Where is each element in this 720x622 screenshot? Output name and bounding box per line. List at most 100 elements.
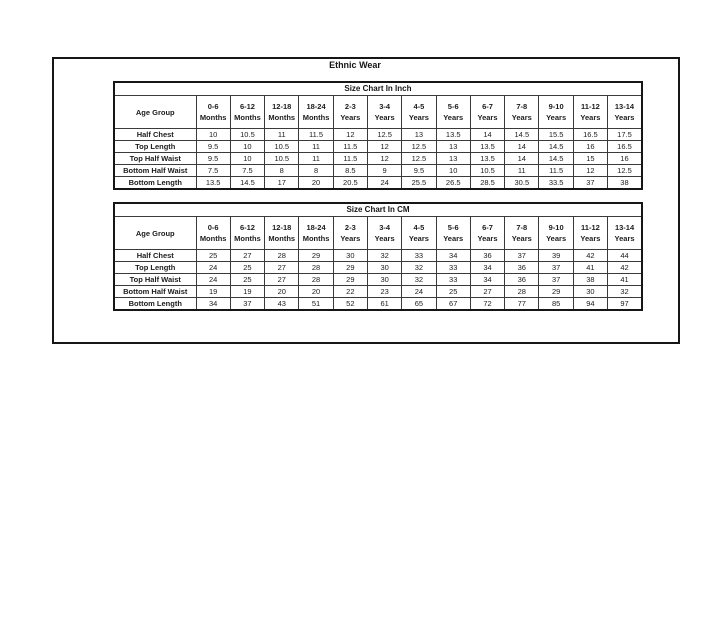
cell-value: 33 xyxy=(435,261,471,274)
row-label: Top Length xyxy=(113,140,197,153)
cell-value: 37 xyxy=(572,176,609,190)
cell-value: 14.5 xyxy=(538,152,574,165)
cell-value: 25.5 xyxy=(401,176,437,190)
cell-value: 41 xyxy=(607,273,643,286)
cell-value: 32 xyxy=(366,249,403,262)
cell-value: 30.5 xyxy=(504,176,540,190)
cell-value: 11.5 xyxy=(332,152,368,165)
cell-value: 13.5 xyxy=(195,176,231,190)
cell-value: 15.5 xyxy=(538,128,574,141)
column-header: 12-18 Months xyxy=(264,95,300,129)
cell-value: 32 xyxy=(607,285,643,298)
cell-value: 34 xyxy=(195,297,231,311)
cell-value: 9 xyxy=(366,164,403,177)
cell-value: 24 xyxy=(366,176,403,190)
cell-value: 27 xyxy=(264,273,300,286)
cell-value: 72 xyxy=(469,297,506,311)
column-header: 6-7 Years xyxy=(469,95,506,129)
cell-value: 44 xyxy=(607,249,643,262)
cell-value: 94 xyxy=(572,297,609,311)
row-label: Bottom Length xyxy=(113,297,197,311)
cell-value: 24 xyxy=(195,261,231,274)
cell-value: 9.5 xyxy=(401,164,437,177)
cell-value: 28 xyxy=(298,273,334,286)
column-header: 4-5 Years xyxy=(401,95,437,129)
cell-value: 34 xyxy=(435,249,471,262)
cell-value: 27 xyxy=(264,261,300,274)
cell-value: 30 xyxy=(572,285,609,298)
cell-value: 13.5 xyxy=(469,152,506,165)
cell-value: 12.5 xyxy=(401,152,437,165)
cell-value: 12 xyxy=(332,128,368,141)
cell-value: 15 xyxy=(572,152,609,165)
cell-value: 9.5 xyxy=(195,140,231,153)
row-label: Bottom Half Waist xyxy=(113,164,197,177)
cell-value: 34 xyxy=(469,261,506,274)
cell-value: 14 xyxy=(469,128,506,141)
cell-value: 20 xyxy=(264,285,300,298)
cell-value: 11.5 xyxy=(332,140,368,153)
cell-value: 8.5 xyxy=(332,164,368,177)
cell-value: 29 xyxy=(538,285,574,298)
cell-value: 8 xyxy=(298,164,334,177)
cell-value: 13.5 xyxy=(469,140,506,153)
cell-value: 29 xyxy=(298,249,334,262)
table-title: Size Chart In CM xyxy=(113,202,643,217)
cell-value: 28 xyxy=(298,261,334,274)
column-header: 4-5 Years xyxy=(401,216,437,250)
column-header: 11-12 Years xyxy=(572,216,609,250)
cell-value: 29 xyxy=(332,273,368,286)
cell-value: 13 xyxy=(435,152,471,165)
cell-value: 36 xyxy=(504,273,540,286)
cell-value: 8 xyxy=(264,164,300,177)
cell-value: 9.5 xyxy=(195,152,231,165)
cell-value: 43 xyxy=(264,297,300,311)
cell-value: 24 xyxy=(401,285,437,298)
cell-value: 20.5 xyxy=(332,176,368,190)
cell-value: 10 xyxy=(195,128,231,141)
cell-value: 97 xyxy=(607,297,643,311)
row-label: Half Chest xyxy=(113,128,197,141)
cell-value: 25 xyxy=(195,249,231,262)
column-header: 3-4 Years xyxy=(366,95,403,129)
cell-value: 85 xyxy=(538,297,574,311)
cell-value: 16.5 xyxy=(607,140,643,153)
cell-value: 7.5 xyxy=(229,164,266,177)
cell-value: 30 xyxy=(366,261,403,274)
cell-value: 16 xyxy=(572,140,609,153)
column-header: 5-6 Years xyxy=(435,216,471,250)
cell-value: 28 xyxy=(264,249,300,262)
cell-value: 28 xyxy=(504,285,540,298)
table-row: Top Length 9.5 10 10.5 11 11.5 12 12.5 13 13.5 14 1… xyxy=(113,140,643,153)
cell-value: 29 xyxy=(332,261,368,274)
table-row: Top Half Waist 24 25 27 28 29 30 32 33 34 36 37 38 41 xyxy=(113,273,643,286)
size-chart-inch-table: Size Chart In Inch Age Group 0-6 Months 6-12… xyxy=(113,81,643,190)
cell-value: 51 xyxy=(298,297,334,311)
column-header: 13-14 Years xyxy=(607,95,643,129)
cell-value: 10 xyxy=(229,140,266,153)
cell-value: 22 xyxy=(332,285,368,298)
cell-value: 14.5 xyxy=(229,176,266,190)
cell-value: 10.5 xyxy=(264,140,300,153)
cell-value: 25 xyxy=(229,261,266,274)
cell-value: 25 xyxy=(435,285,471,298)
cell-value: 14.5 xyxy=(538,140,574,153)
age-group-header: Age Group xyxy=(113,216,197,250)
column-header: 2-3 Years xyxy=(332,95,368,129)
cell-value: 14.5 xyxy=(504,128,540,141)
cell-value: 10.5 xyxy=(229,128,266,141)
cell-value: 36 xyxy=(504,261,540,274)
cell-value: 28.5 xyxy=(469,176,506,190)
cell-value: 12.5 xyxy=(366,128,403,141)
cell-value: 10.5 xyxy=(469,164,506,177)
cell-value: 20 xyxy=(298,176,334,190)
cell-value: 14 xyxy=(504,152,540,165)
cell-value: 37 xyxy=(504,249,540,262)
size-chart-cm-table: Size Chart In CM Age Group 0-6 Months 6-12 Mo… xyxy=(113,202,644,311)
table-row: Bottom Length 13.5 14.5 17 20 20.5 24 25.5 26.5 2… xyxy=(113,176,643,190)
column-header: 5-6 Years xyxy=(435,95,471,129)
column-header: 18-24 Months xyxy=(298,95,334,129)
row-label: Bottom Half Waist xyxy=(113,285,197,298)
cell-value: 11 xyxy=(264,128,300,141)
cell-value: 25 xyxy=(229,273,266,286)
